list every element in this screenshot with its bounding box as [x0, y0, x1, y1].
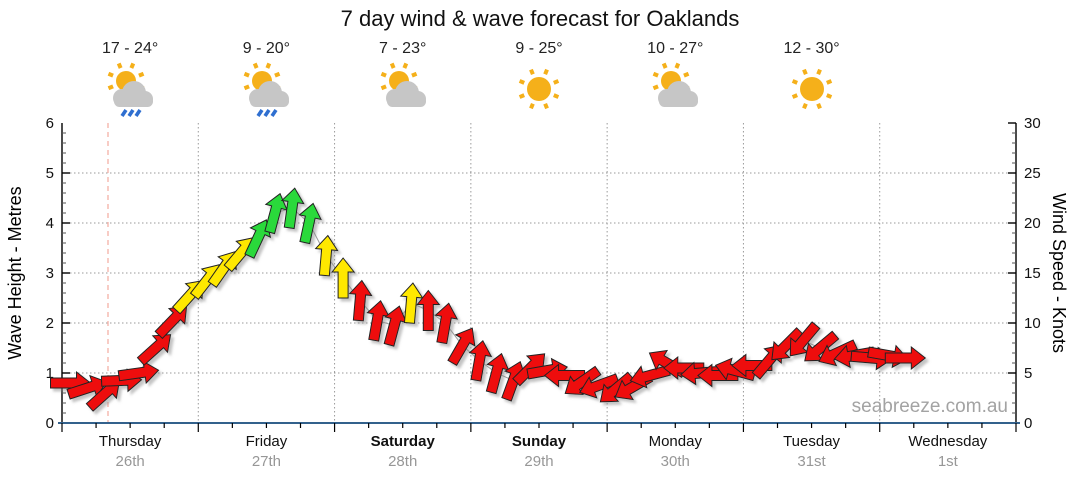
svg-text:5: 5 — [46, 165, 54, 182]
wind-arrow — [298, 202, 322, 245]
wind-arrow — [579, 373, 620, 399]
wind-arrow — [884, 345, 927, 371]
wind-arrow — [399, 282, 424, 324]
temp-range-label: 9 - 20° — [242, 40, 291, 57]
svg-text:6: 6 — [46, 115, 54, 132]
sun-cloud-icon — [380, 62, 426, 107]
wind-arrow — [818, 339, 859, 367]
wind-arrow — [468, 340, 493, 382]
temp-range-label: 10 - 27° — [647, 40, 704, 57]
svg-text:0: 0 — [46, 415, 54, 432]
wind-arrow — [314, 234, 339, 277]
x-axis-day-label: Sunday — [511, 433, 567, 450]
series-connector-line — [70, 207, 906, 395]
wind-arrow — [599, 371, 635, 403]
svg-text:5: 5 — [1024, 365, 1032, 382]
svg-text:20: 20 — [1024, 215, 1041, 232]
x-axis-day-label: Thursday — [98, 433, 162, 450]
x-axis-date-label: 29th — [524, 453, 554, 470]
x-axis-day-label: Tuesday — [783, 433, 841, 450]
wind-arrow — [348, 279, 373, 322]
wind-arrows — [50, 187, 927, 412]
right-axis-title: Wind Speed - Knots — [1049, 192, 1069, 354]
sun-cloud-rain-icon — [244, 62, 290, 117]
x-axis-date-label: 30th — [660, 453, 690, 470]
wind-arrow — [264, 192, 288, 235]
right-axis: 0 5 10 15 20 25 30 — [1008, 115, 1041, 432]
temp-range-label: 12 - 30° — [783, 40, 840, 57]
x-axis-day-label: Monday — [648, 433, 702, 450]
left-axis: 0 1 2 3 4 5 6 — [46, 115, 70, 432]
x-axis-date-label: 26th — [115, 453, 145, 470]
temp-range-label: 9 - 25° — [515, 40, 563, 57]
x-axis-day-label: Wednesday — [908, 433, 988, 450]
x-axis-date-label: 31st — [797, 453, 826, 470]
wind-arrow — [434, 302, 459, 345]
wind-arrow — [136, 334, 172, 366]
gridlines — [62, 123, 1016, 423]
svg-text:10: 10 — [1024, 315, 1041, 332]
svg-text:15: 15 — [1024, 265, 1041, 282]
page-title: 7 day wind & wave forecast for Oaklands — [340, 6, 740, 31]
sun-icon — [791, 68, 832, 110]
svg-text:0: 0 — [1024, 415, 1032, 432]
temp-range-label: 17 - 24° — [102, 40, 159, 57]
wind-arrow — [771, 327, 805, 361]
wind-arrow — [280, 187, 305, 230]
svg-text:30: 30 — [1024, 115, 1041, 132]
watermark: seabreeze.com.au — [851, 396, 1008, 417]
x-axis-day-label: Friday — [245, 433, 288, 450]
x-axis-date-label: 27th — [251, 453, 282, 470]
sun-icon — [518, 68, 560, 110]
svg-text:4: 4 — [46, 215, 54, 232]
svg-text:2: 2 — [46, 315, 54, 332]
svg-text:25: 25 — [1024, 165, 1041, 182]
wind-arrow — [447, 327, 476, 367]
svg-text:1: 1 — [46, 365, 54, 382]
wind-arrow — [154, 305, 188, 340]
temp-range-label: 7 - 23° — [379, 40, 427, 57]
sun-cloud-icon — [652, 62, 699, 107]
left-axis-title: Wave Height - Metres — [5, 186, 25, 360]
wind-arrow — [331, 257, 356, 299]
x-axis-date-label: 1st — [937, 453, 958, 470]
x-axis-date-label: 28th — [388, 453, 418, 470]
svg-text:3: 3 — [46, 265, 54, 282]
sun-cloud-rain-icon — [107, 62, 154, 117]
x-axis-day-label: Saturday — [370, 433, 435, 450]
wind-arrow — [244, 219, 272, 259]
bottom-axis — [58, 422, 1020, 432]
wind-arrow — [416, 289, 441, 331]
